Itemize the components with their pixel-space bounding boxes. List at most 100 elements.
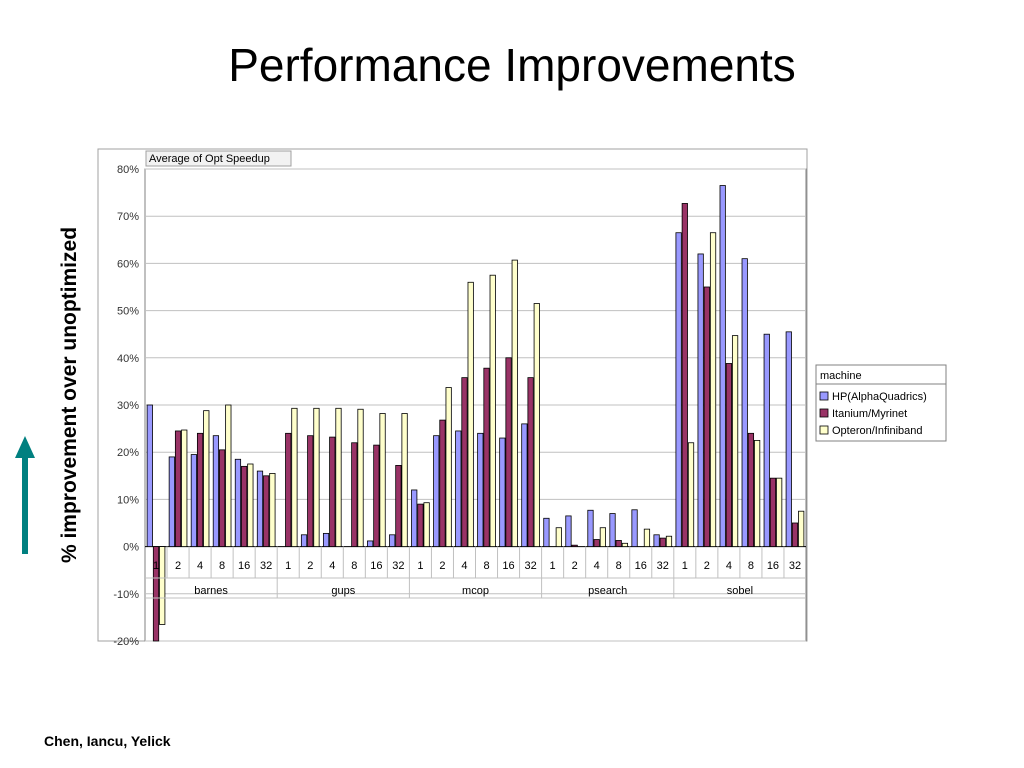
- bar: [256, 470, 264, 547]
- x-tick-label: 32: [260, 560, 272, 572]
- bar: [389, 534, 396, 547]
- bar: [159, 546, 166, 625]
- legend-swatch: [819, 408, 829, 418]
- bar: [571, 544, 578, 548]
- x-tick-label: 4: [726, 560, 732, 572]
- x-tick-label: 1: [285, 560, 291, 572]
- legend-swatch: [819, 391, 829, 401]
- bar: [609, 513, 616, 547]
- legend: [815, 364, 947, 442]
- y-tick-label: -20%: [113, 636, 139, 648]
- bar: [168, 456, 175, 548]
- bar: [599, 527, 606, 547]
- bar: [285, 432, 292, 548]
- bar: [791, 522, 799, 548]
- bar: [747, 432, 755, 548]
- bar: [367, 540, 374, 547]
- bar: [511, 259, 518, 548]
- bar: [269, 473, 276, 548]
- bar: [631, 509, 638, 547]
- chart-title-box: [145, 150, 292, 167]
- bar: [769, 477, 777, 548]
- legend-entry: Opteron/Infiniband: [832, 425, 923, 437]
- group-label: barnes: [194, 585, 228, 597]
- bar: [719, 185, 726, 547]
- legend-entry: HP(AlphaQuadrics): [832, 391, 927, 403]
- group-label: mcop: [462, 585, 489, 597]
- bar: [483, 367, 490, 547]
- bar: [357, 408, 364, 547]
- x-tick-label: 32: [657, 560, 669, 572]
- bar: [785, 331, 792, 547]
- x-tick-label: 4: [461, 560, 467, 572]
- bar: [219, 449, 226, 547]
- bar: [263, 475, 270, 547]
- bar: [329, 436, 336, 548]
- bar: [247, 463, 254, 547]
- x-tick-label: 8: [219, 560, 225, 572]
- bar: [455, 430, 462, 547]
- x-tick-label: 2: [307, 560, 313, 572]
- bar: [555, 527, 562, 547]
- bar: [499, 437, 506, 548]
- y-tick-label: 30%: [117, 400, 139, 412]
- bar: [351, 442, 358, 548]
- x-tick-label: 4: [329, 560, 335, 572]
- bar: [763, 333, 770, 548]
- bar: [190, 454, 197, 547]
- bar: [433, 435, 440, 547]
- bar: [489, 274, 496, 548]
- y-tick-label: 20%: [117, 447, 139, 459]
- bar: [152, 546, 160, 642]
- up-arrow-icon: [15, 436, 35, 554]
- x-tick-label: 8: [616, 560, 622, 572]
- bar: [401, 413, 408, 548]
- bar: [307, 435, 314, 547]
- x-tick-label: 2: [175, 560, 181, 572]
- bar: [543, 517, 550, 548]
- bar: [395, 465, 402, 547]
- bar: [725, 363, 732, 547]
- x-tick-label: 16: [238, 560, 250, 572]
- bar: [697, 253, 704, 548]
- bar: [703, 286, 710, 548]
- bar: [379, 413, 386, 548]
- bar: [461, 377, 468, 547]
- y-tick-label: -10%: [113, 589, 139, 601]
- chart-title: Average of Opt Speedup: [149, 153, 270, 165]
- group-label: sobel: [727, 585, 753, 597]
- bar: [174, 430, 182, 547]
- bar: [146, 404, 153, 548]
- bar: [467, 281, 474, 548]
- bar: [587, 509, 594, 548]
- y-tick-label: 60%: [117, 258, 139, 270]
- y-tick-label: 0%: [123, 542, 139, 554]
- bar: [565, 515, 572, 547]
- bar: [505, 357, 512, 547]
- bar: [621, 542, 629, 548]
- bar: [411, 489, 418, 547]
- x-tick-label: 16: [502, 560, 514, 572]
- x-tick-label: 2: [439, 560, 445, 572]
- legend-title: machine: [820, 370, 862, 382]
- y-tick-label: 80%: [117, 164, 139, 176]
- x-tick-label: 16: [767, 560, 779, 572]
- bar: [731, 335, 739, 547]
- x-tick-label: 1: [682, 560, 688, 572]
- x-tick-label: 16: [635, 560, 647, 572]
- bar: [241, 465, 248, 547]
- x-tick-label: 32: [392, 560, 404, 572]
- x-tick-label: 1: [153, 560, 159, 572]
- bar: [709, 232, 717, 548]
- x-tick-label: 2: [704, 560, 710, 572]
- x-tick-label: 32: [524, 560, 536, 572]
- bar: [322, 532, 330, 547]
- footer-credit: Chen, Iancu, Yelick: [44, 733, 171, 749]
- bar: [439, 419, 446, 548]
- bar: [527, 377, 534, 547]
- bar: [373, 444, 380, 547]
- bar: [798, 510, 805, 548]
- x-tick-label: 4: [197, 560, 203, 572]
- bar: [291, 407, 298, 547]
